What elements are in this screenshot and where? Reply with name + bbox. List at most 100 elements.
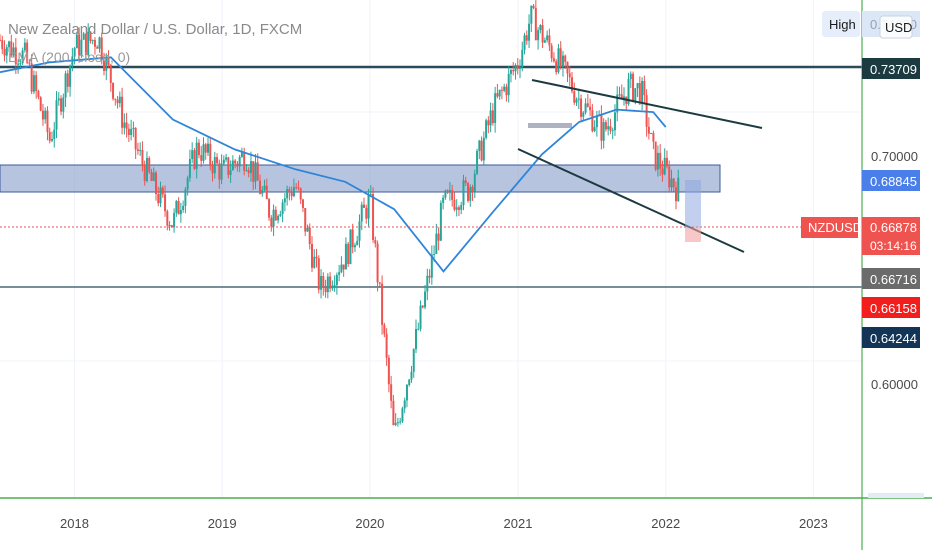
candle-body	[541, 25, 544, 43]
svg-text:USD: USD	[885, 20, 912, 35]
candle-body	[23, 42, 26, 51]
candle-body	[616, 94, 619, 113]
price-tag-level-top[interactable]: 0.73709	[862, 58, 920, 79]
candle-body	[1, 40, 4, 50]
candle-body	[297, 187, 300, 189]
channel-upper-trendline[interactable]	[531, 79, 763, 129]
candle-body	[53, 129, 56, 140]
resistance-zone[interactable]	[0, 164, 721, 193]
candle-body	[236, 163, 239, 167]
plot-area[interactable]	[0, 0, 862, 498]
candle-body	[103, 60, 106, 71]
candle-body	[274, 209, 277, 221]
candle-body	[530, 5, 533, 24]
consolidation-box[interactable]	[528, 123, 572, 128]
currency-button[interactable]: USD	[879, 15, 913, 39]
candle-body	[613, 112, 616, 131]
position-stop-box[interactable]	[685, 228, 701, 242]
candle-body	[73, 48, 76, 57]
candle-body	[243, 152, 246, 171]
candle-body	[249, 161, 252, 174]
candle-body	[254, 162, 257, 182]
candle-body	[584, 103, 587, 113]
x-axis: 2018 2019 2020 2021 2022 2023	[60, 516, 828, 531]
candle-body	[132, 127, 135, 129]
candle-body	[478, 140, 481, 151]
candle-body	[155, 172, 158, 195]
candle-body	[193, 150, 196, 169]
candle-body	[464, 180, 467, 184]
symbol-tag[interactable]: NZDUSD	[801, 217, 862, 238]
candle-body	[548, 35, 551, 46]
position-target-box[interactable]	[685, 180, 701, 228]
candle-body	[173, 212, 176, 228]
candle-body	[677, 177, 680, 202]
candle-body	[636, 83, 639, 89]
axis-corner	[868, 493, 924, 498]
candle-body	[433, 253, 436, 255]
candle-body	[295, 187, 298, 189]
candle-body	[663, 157, 666, 175]
candle-body	[311, 244, 314, 268]
ema-line[interactable]	[0, 56, 667, 273]
candle-body	[568, 73, 571, 78]
candle-body	[69, 65, 72, 87]
price-tag-navy[interactable]: 0.64244	[862, 327, 920, 348]
price-tag-level-mid[interactable]: 0.66716	[862, 268, 920, 289]
candle-body	[577, 98, 580, 100]
candle-body	[376, 243, 379, 283]
candle-body	[668, 166, 671, 188]
candle-body	[197, 142, 200, 156]
candles-layer	[0, 0, 680, 427]
candle-body	[650, 133, 653, 135]
candle-body	[182, 205, 185, 211]
candle-body	[32, 75, 35, 92]
candle-body	[505, 86, 508, 96]
candle-body	[227, 157, 230, 175]
candle-body	[604, 122, 607, 130]
candle-body	[141, 150, 144, 165]
candle-body	[399, 421, 402, 423]
candle-body	[516, 65, 519, 69]
price-tag-current[interactable]: 0.66878 03:14:16	[862, 217, 920, 255]
candle-body	[593, 127, 596, 132]
channel-lower-trendline[interactable]	[517, 148, 745, 253]
candle-body	[659, 152, 662, 169]
candle-body	[60, 98, 63, 112]
high-button[interactable]: High	[822, 11, 860, 37]
candle-body	[455, 207, 458, 210]
candle-body	[408, 379, 411, 385]
candle-body	[204, 144, 207, 153]
y-axis: 0.70000 0.60000	[871, 149, 918, 392]
price-tag-zone[interactable]: 0.68845	[862, 170, 920, 191]
svg-text:NZDUSD: NZDUSD	[808, 220, 862, 235]
candle-body	[177, 201, 180, 215]
candle-body	[623, 96, 626, 100]
candle-body	[480, 140, 483, 161]
candle-body	[442, 197, 445, 203]
candle-body	[564, 55, 567, 62]
price-tag-red[interactable]: 0.66158	[862, 297, 920, 318]
candle-body	[75, 34, 78, 49]
candle-body	[313, 256, 316, 268]
candle-body	[37, 91, 40, 98]
candle-body	[652, 133, 655, 142]
candle-body	[118, 96, 121, 104]
candle-body	[672, 178, 675, 188]
candle-body	[166, 211, 169, 226]
candle-body	[611, 130, 614, 132]
candle-body	[84, 33, 87, 56]
candle-body	[467, 183, 470, 201]
candle-body	[421, 305, 424, 308]
candle-body	[317, 258, 320, 290]
candle-body	[638, 83, 641, 103]
candle-body	[496, 93, 499, 97]
candle-body	[329, 276, 332, 289]
candle-body	[55, 100, 58, 130]
candle-body	[550, 45, 553, 59]
candle-body	[168, 225, 171, 227]
candle-body	[259, 180, 262, 194]
indicator-label[interactable]: EMA (200, close, 0)	[8, 49, 130, 65]
candle-body	[385, 333, 388, 358]
